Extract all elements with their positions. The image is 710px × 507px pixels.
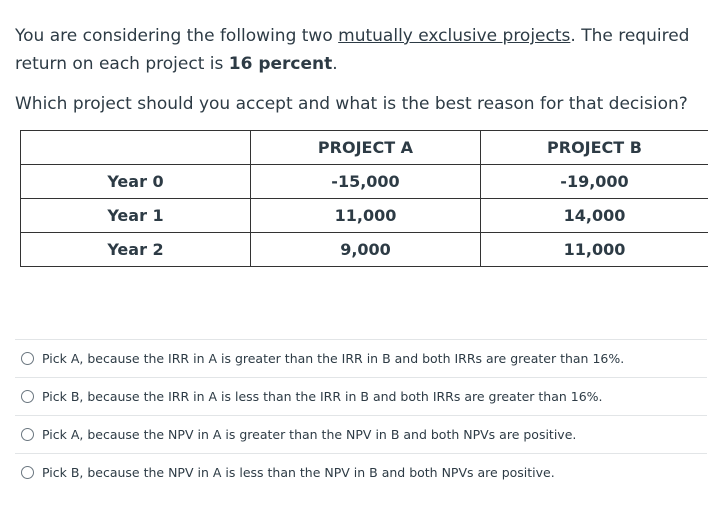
radio-button-icon[interactable] (21, 390, 34, 403)
answer-label: Pick A, because the NPV in A is greater … (42, 427, 577, 442)
intro-period: . (332, 54, 338, 74)
answer-label: Pick B, because the IRR in A is less tha… (42, 389, 603, 404)
answer-choices: Pick A, because the IRR in A is greater … (15, 339, 707, 491)
radio-button-icon[interactable] (21, 466, 34, 479)
table-cell-project-a: 11,000 (250, 198, 481, 233)
table-cell-year: Year 1 (20, 198, 251, 233)
radio-button-icon[interactable] (21, 428, 34, 441)
table-header-project-a: PROJECT A (250, 130, 481, 165)
table-cell-year: Year 0 (20, 164, 251, 199)
glossary-link[interactable]: mutually exclusive projects (338, 26, 571, 46)
table-cell-project-b: 14,000 (480, 198, 708, 233)
table-cell-project-b: 11,000 (480, 232, 708, 267)
answer-label: Pick A, because the IRR in A is greater … (42, 351, 625, 366)
table-row: Year 0 -15,000 -19,000 (20, 164, 708, 199)
table-cell-project-a: 9,000 (250, 232, 481, 267)
answer-option-2[interactable]: Pick B, because the IRR in A is less tha… (15, 378, 707, 416)
projects-table: PROJECT A PROJECT B Year 0 -15,000 -19,0… (20, 130, 708, 267)
answer-option-4[interactable]: Pick B, because the NPV in A is less tha… (15, 454, 707, 491)
answer-label: Pick B, because the NPV in A is less tha… (42, 465, 555, 480)
question-prompt: Which project should you accept and what… (15, 94, 688, 114)
answer-option-1[interactable]: Pick A, because the IRR in A is greater … (15, 340, 707, 378)
intro-text: You are considering the following two (15, 26, 339, 46)
table-header-project-b: PROJECT B (480, 130, 708, 165)
answer-option-3[interactable]: Pick A, because the NPV in A is greater … (15, 416, 707, 454)
table-header-row: PROJECT A PROJECT B (20, 130, 708, 165)
table-row: Year 1 11,000 14,000 (20, 198, 708, 233)
table-cell-project-a: -15,000 (250, 164, 481, 199)
table-cell-year: Year 2 (20, 232, 251, 267)
table-cell-project-b: -19,000 (480, 164, 708, 199)
question-intro: You are considering the following two mu… (15, 22, 695, 78)
table-header-blank (20, 130, 251, 165)
question-text: You are considering the following two mu… (15, 22, 695, 118)
required-return: 16 percent (228, 54, 333, 74)
intro-text-2: . The required return on each project is (15, 26, 690, 74)
table-row: Year 2 9,000 11,000 (20, 232, 708, 267)
radio-button-icon[interactable] (21, 352, 34, 365)
